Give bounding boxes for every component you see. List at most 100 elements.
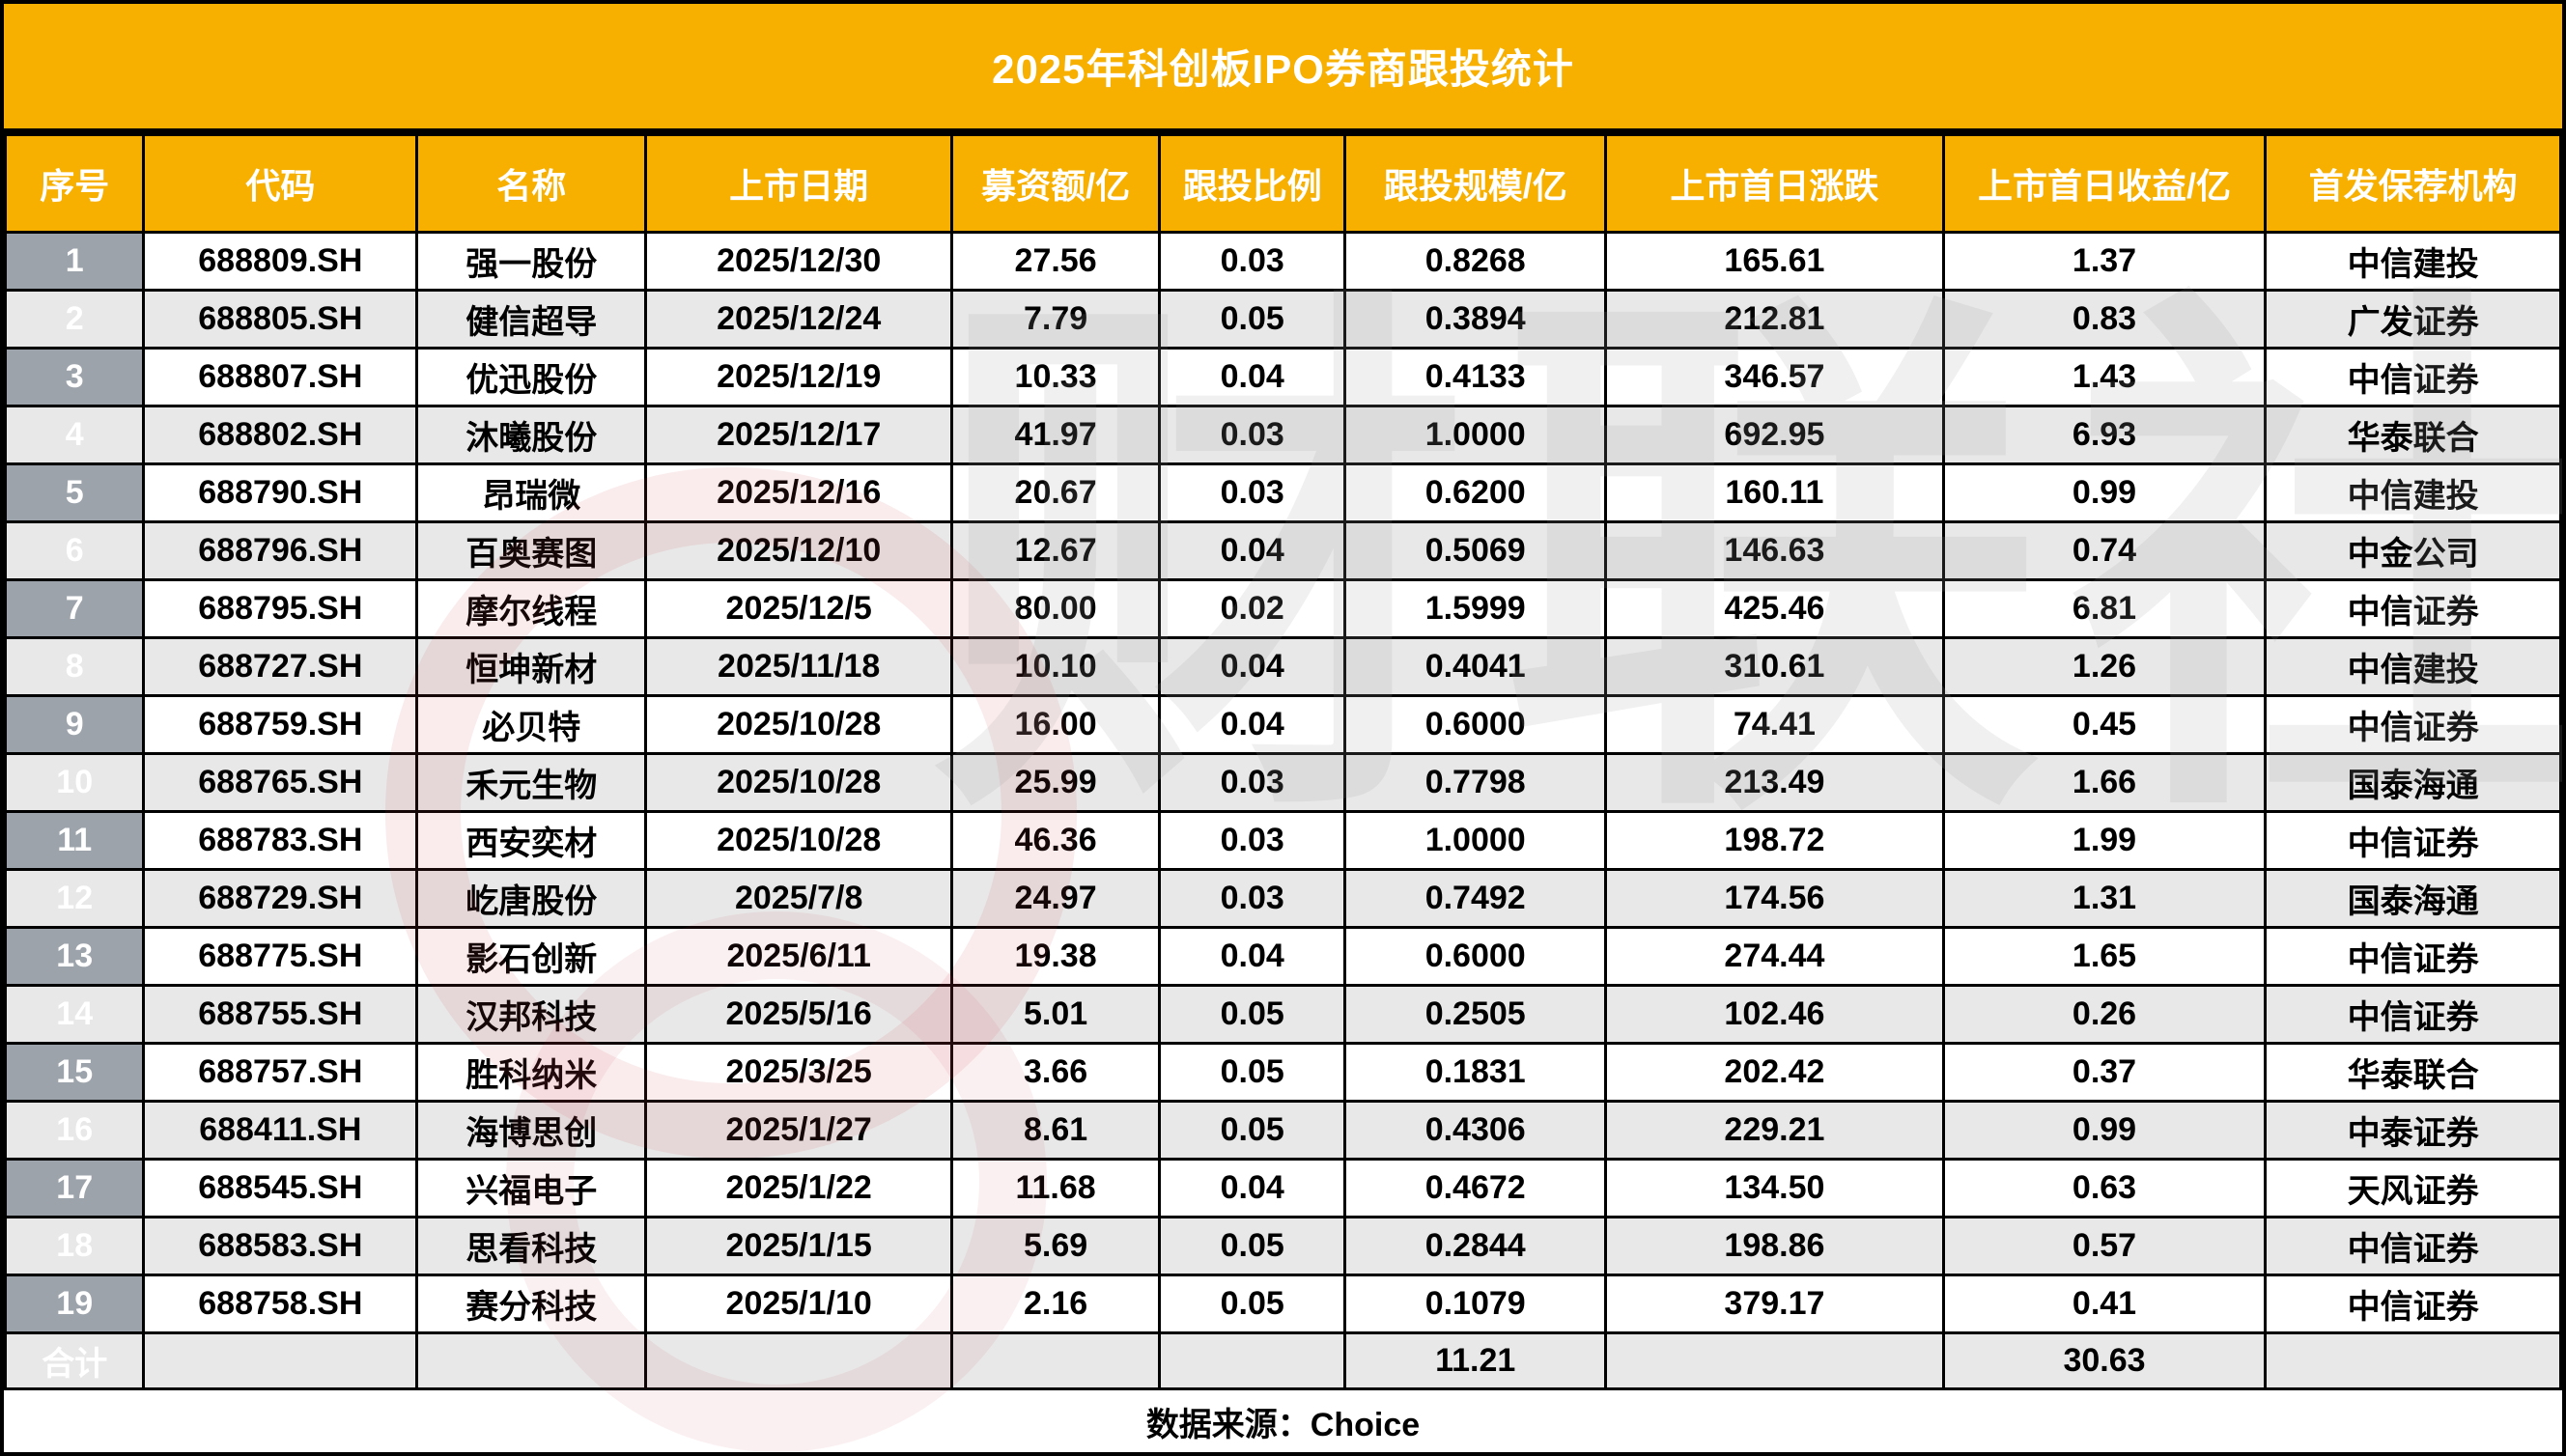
table-cell: 0.8268	[1343, 231, 1608, 292]
table-cell: 2025/12/16	[644, 462, 954, 523]
table-row: 6 688796.SH 百奥赛图 2025/12/10 12.67 0.04 0.5069 1…	[4, 520, 2562, 581]
table-cell: 沐曦股份	[415, 405, 648, 465]
table-cell	[1604, 1331, 1945, 1390]
table-cell: 688583.SH	[142, 1216, 419, 1276]
table-cell: 80.00	[950, 578, 1162, 639]
table-cell: 310.61	[1604, 636, 1945, 697]
table-cell: 16.00	[950, 694, 1162, 755]
table-cell: 688790.SH	[142, 462, 419, 523]
table-cell: 46.36	[950, 810, 1162, 871]
table-cell: 12.67	[950, 520, 1162, 581]
table-cell: 688783.SH	[142, 810, 419, 871]
table-cell: 0.99	[1941, 462, 2268, 523]
table-cell: 0.03	[1158, 752, 1347, 813]
row-index: 11	[4, 810, 146, 871]
table-cell: 146.63	[1604, 520, 1945, 581]
table-cell: 20.67	[950, 462, 1162, 523]
table-cell: 0.04	[1158, 694, 1347, 755]
table-body: 1 688809.SH 强一股份 2025/12/30 27.56 0.03 0.8268 1…	[4, 231, 2562, 1390]
table-cell: 346.57	[1604, 347, 1945, 407]
table-cell: 2025/11/18	[644, 636, 954, 697]
table-cell	[1158, 1331, 1347, 1390]
table-cell: 昂瑞微	[415, 462, 648, 523]
table-cell: 2025/1/27	[644, 1100, 954, 1161]
table-cell: 中信证券	[2264, 984, 2562, 1045]
column-header-4: 募资额/亿	[950, 133, 1162, 234]
table-cell: 0.03	[1158, 405, 1347, 465]
table-cell: 10.33	[950, 347, 1162, 407]
row-index: 15	[4, 1042, 146, 1103]
table-cell: 胜科纳米	[415, 1042, 648, 1103]
row-index: 13	[4, 926, 146, 987]
table-row: 4 688802.SH 沐曦股份 2025/12/17 41.97 0.03 1.0000 6…	[4, 405, 2562, 465]
table-cell	[950, 1331, 1162, 1390]
table-cell: 0.6000	[1343, 926, 1608, 987]
table-cell: 1.0000	[1343, 810, 1608, 871]
table-cell: 0.7492	[1343, 868, 1608, 929]
table-row: 1 688809.SH 强一股份 2025/12/30 27.56 0.03 0.8268 1…	[4, 231, 2562, 292]
table-cell: 2025/12/10	[644, 520, 954, 581]
table-cell: 5.01	[950, 984, 1162, 1045]
table-cell: 兴福电子	[415, 1158, 648, 1218]
table-cell: 屹唐股份	[415, 868, 648, 929]
table-cell: 2025/10/28	[644, 752, 954, 813]
table-cell: 中信证券	[2264, 810, 2562, 871]
column-header-3: 上市日期	[644, 133, 954, 234]
row-index: 合计	[4, 1331, 146, 1390]
table-cell: 天风证券	[2264, 1158, 2562, 1218]
column-header-7: 上市首日涨跌	[1604, 133, 1945, 234]
table-cell: 0.5069	[1343, 520, 1608, 581]
table-cell: 198.72	[1604, 810, 1945, 871]
table-cell: 1.66	[1941, 752, 2268, 813]
row-index: 19	[4, 1274, 146, 1334]
table-cell: 0.05	[1158, 289, 1347, 350]
table-cell: 1.37	[1941, 231, 2268, 292]
table-cell: 优迅股份	[415, 347, 648, 407]
table-cell: 174.56	[1604, 868, 1945, 929]
total-row: 合计 11.21 30.63	[4, 1331, 2562, 1390]
table-cell: 165.61	[1604, 231, 1945, 292]
table-cell: 274.44	[1604, 926, 1945, 987]
table-cell: 688759.SH	[142, 694, 419, 755]
table-cell: 国泰海通	[2264, 868, 2562, 929]
table-cell: 影石创新	[415, 926, 648, 987]
table-row: 13 688775.SH 影石创新 2025/6/11 19.38 0.04 0.6000 2…	[4, 926, 2562, 987]
row-index: 17	[4, 1158, 146, 1218]
table-cell: 中泰证券	[2264, 1100, 2562, 1161]
table-cell: 202.42	[1604, 1042, 1945, 1103]
table-cell: 海博思创	[415, 1100, 648, 1161]
table-cell: 中金公司	[2264, 520, 2562, 581]
table-cell: 0.04	[1158, 1158, 1347, 1218]
table-cell: 11.21	[1343, 1331, 1608, 1390]
table-cell: 0.04	[1158, 347, 1347, 407]
table-cell: 0.05	[1158, 1042, 1347, 1103]
table-cell: 0.45	[1941, 694, 2268, 755]
table-cell: 2025/12/19	[644, 347, 954, 407]
table-header: 序号 代码 名称 上市日期 募资额/亿 跟投比例 跟投规模/亿 上市首日涨跌 上市首日收益/亿首…	[4, 133, 2562, 234]
row-index: 6	[4, 520, 146, 581]
table-cell: 0.1831	[1343, 1042, 1608, 1103]
table-cell: 2025/1/15	[644, 1216, 954, 1276]
table-cell: 0.6200	[1343, 462, 1608, 523]
table-cell: 1.99	[1941, 810, 2268, 871]
table-cell: 华泰联合	[2264, 405, 2562, 465]
table-cell: 688758.SH	[142, 1274, 419, 1334]
table-cell: 11.68	[950, 1158, 1162, 1218]
table-cell: 中信建投	[2264, 231, 2562, 292]
table-cell: 425.46	[1604, 578, 1945, 639]
table-row: 2 688805.SH 健信超导 2025/12/24 7.79 0.05 0.3894 21…	[4, 289, 2562, 350]
table-cell: 赛分科技	[415, 1274, 648, 1334]
table-cell: 中信建投	[2264, 462, 2562, 523]
table-cell: 160.11	[1604, 462, 1945, 523]
table-cell: 27.56	[950, 231, 1162, 292]
table-cell: 2025/7/8	[644, 868, 954, 929]
table-row: 17 688545.SH 兴福电子 2025/1/22 11.68 0.04 0.4672 1…	[4, 1158, 2562, 1218]
table-row: 7 688795.SH 摩尔线程 2025/12/5 80.00 0.02 1.5999 42…	[4, 578, 2562, 639]
table-cell: 广发证券	[2264, 289, 2562, 350]
table-cell: 0.05	[1158, 984, 1347, 1045]
table-row: 3 688807.SH 优迅股份 2025/12/19 10.33 0.04 0.4133 3…	[4, 347, 2562, 407]
table-cell: 中信建投	[2264, 636, 2562, 697]
table-cell: 692.95	[1604, 405, 1945, 465]
table-cell: 汉邦科技	[415, 984, 648, 1045]
table-cell: 0.02	[1158, 578, 1347, 639]
